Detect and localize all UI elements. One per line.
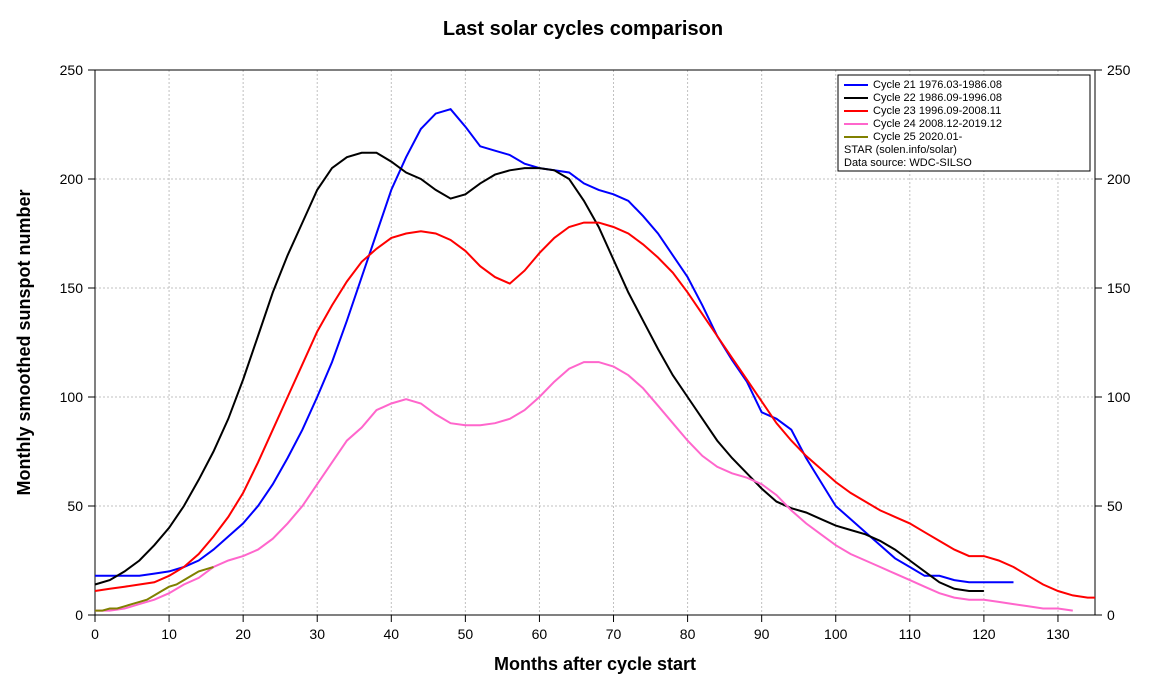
- legend-label: Cycle 23 1996.09-2008.11: [873, 105, 1001, 117]
- tick-label-x: 60: [532, 626, 548, 642]
- tick-label-x: 50: [458, 626, 474, 642]
- tick-label-y-right: 250: [1107, 62, 1131, 78]
- tick-label-y-left: 250: [60, 62, 84, 78]
- legend-footer: Data source: WDC-SILSO: [844, 157, 972, 169]
- tick-label-x: 90: [754, 626, 770, 642]
- tick-label-y-left: 0: [75, 607, 83, 623]
- legend-footer: STAR (solen.info/solar): [844, 144, 957, 156]
- tick-label-y-left: 200: [60, 171, 84, 187]
- tick-label-y-right: 100: [1107, 389, 1131, 405]
- tick-label-x: 30: [309, 626, 325, 642]
- tick-label-y-right: 200: [1107, 171, 1131, 187]
- tick-label-y-left: 150: [60, 280, 84, 296]
- legend-label: Cycle 22 1986.09-1996.08: [873, 92, 1002, 104]
- tick-label-y-right: 0: [1107, 607, 1115, 623]
- tick-label-y-left: 50: [67, 498, 83, 514]
- y-axis-label: Monthly smoothed sunspot number: [14, 190, 34, 496]
- tick-label-x: 10: [161, 626, 177, 642]
- legend-label: Cycle 24 2008.12-2019.12: [873, 118, 1002, 130]
- tick-label-y-right: 50: [1107, 498, 1123, 514]
- tick-label-x: 130: [1046, 626, 1070, 642]
- tick-label-x: 80: [680, 626, 696, 642]
- tick-label-x: 100: [824, 626, 848, 642]
- tick-label-y-left: 100: [60, 389, 84, 405]
- legend-label: Cycle 21 1976.03-1986.08: [873, 79, 1002, 91]
- tick-label-x: 110: [899, 626, 922, 642]
- solar-cycles-chart: 0102030405060708090100110120130005050100…: [0, 0, 1166, 691]
- tick-label-x: 40: [384, 626, 400, 642]
- tick-label-x: 70: [606, 626, 622, 642]
- tick-label-x: 120: [972, 626, 996, 642]
- tick-label-y-right: 150: [1107, 280, 1131, 296]
- legend-label: Cycle 25 2020.01-: [873, 131, 963, 143]
- tick-label-x: 20: [235, 626, 251, 642]
- chart-title: Last solar cycles comparison: [443, 18, 723, 40]
- x-axis-label: Months after cycle start: [494, 654, 696, 674]
- tick-label-x: 0: [91, 626, 99, 642]
